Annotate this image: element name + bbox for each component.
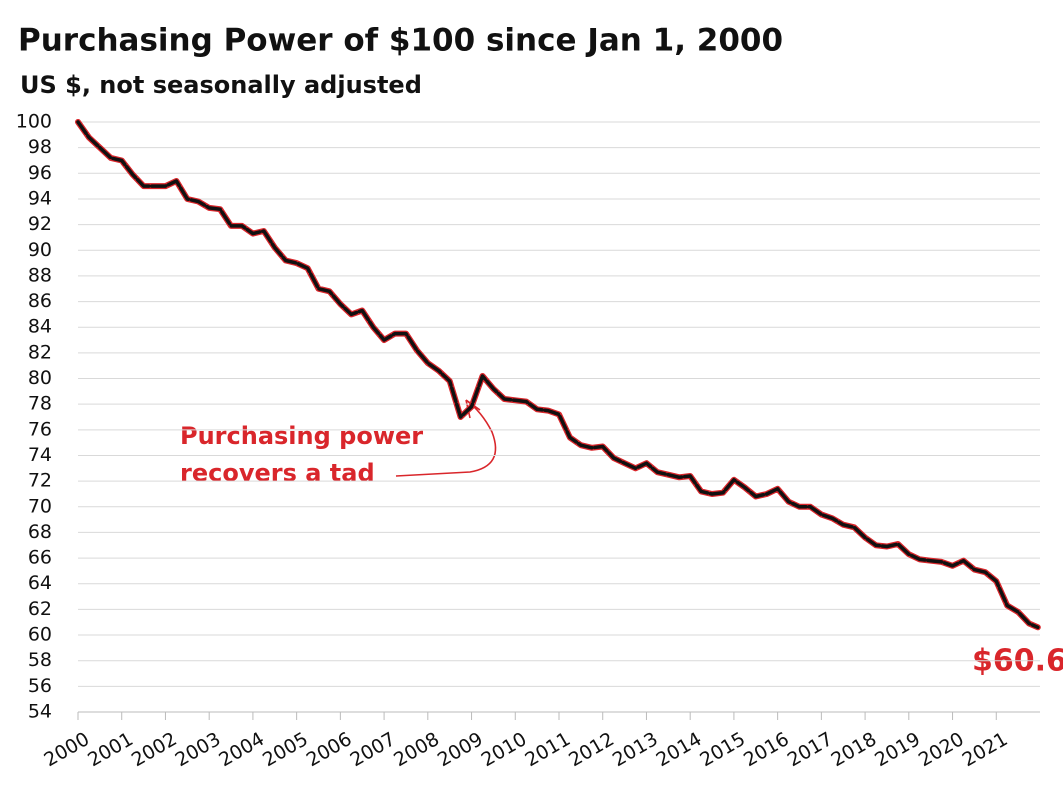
x-tick-label: 2015 bbox=[696, 728, 749, 771]
y-tick-label: 88 bbox=[28, 264, 52, 286]
y-tick-label: 58 bbox=[28, 649, 52, 671]
x-tick-label: 2011 bbox=[521, 728, 574, 771]
x-tick-label: 2001 bbox=[84, 728, 137, 771]
y-tick-label: 68 bbox=[28, 521, 52, 543]
y-tick-label: 72 bbox=[28, 470, 52, 492]
y-tick-label: 92 bbox=[28, 213, 52, 235]
x-tick-label: 2002 bbox=[128, 728, 181, 771]
y-tick-label: 90 bbox=[28, 239, 52, 261]
x-tick-label: 2007 bbox=[346, 728, 399, 771]
y-tick-label: 96 bbox=[28, 162, 52, 184]
x-tick-label: 2018 bbox=[827, 728, 880, 771]
y-tick-label: 70 bbox=[28, 495, 52, 517]
x-tick-label: 2016 bbox=[740, 728, 793, 771]
x-tick-label: 2004 bbox=[215, 728, 268, 771]
x-tick-label: 2019 bbox=[871, 728, 924, 771]
y-tick-label: 98 bbox=[28, 136, 52, 158]
y-tick-label: 78 bbox=[28, 393, 52, 415]
x-tick-label: 2013 bbox=[609, 728, 662, 771]
x-tick-label: 2005 bbox=[259, 728, 312, 771]
x-tick-label: 2012 bbox=[565, 728, 618, 771]
y-tick-label: 80 bbox=[28, 367, 52, 389]
chart-title: Purchasing Power of $100 since Jan 1, 20… bbox=[18, 23, 783, 59]
y-tick-label: 76 bbox=[28, 418, 52, 440]
line-shadow bbox=[75, 119, 1041, 631]
y-tick-label: 94 bbox=[28, 187, 52, 209]
x-tick-label: 2010 bbox=[478, 728, 531, 771]
y-tick-label: 64 bbox=[28, 572, 52, 594]
x-tick-label: 2009 bbox=[434, 728, 487, 771]
annotation: Purchasing power bbox=[180, 422, 423, 450]
x-tick-label: 2008 bbox=[390, 728, 443, 771]
chart-subtitle: US $, not seasonally adjusted bbox=[20, 71, 422, 99]
x-tick-label: 2021 bbox=[959, 728, 1012, 771]
x-tick-label: 2017 bbox=[784, 728, 837, 771]
annotation: recovers a tad bbox=[180, 459, 375, 487]
x-tick-label: 2014 bbox=[653, 728, 706, 771]
y-tick-label: 62 bbox=[28, 598, 52, 620]
line bbox=[76, 120, 1040, 630]
y-tick-label: 56 bbox=[28, 675, 52, 697]
y-tick-label: 74 bbox=[28, 444, 52, 466]
x-tick-label: 2020 bbox=[915, 728, 968, 771]
y-tick-label: 100 bbox=[16, 111, 52, 133]
y-tick-label: 60 bbox=[28, 624, 52, 646]
y-tick-label: 84 bbox=[28, 316, 52, 338]
x-tick-label: 2006 bbox=[303, 728, 356, 771]
x-tick-label: 2000 bbox=[40, 728, 93, 771]
y-tick-label: 82 bbox=[28, 341, 52, 363]
y-tick-label: 86 bbox=[28, 290, 52, 312]
x-tick-label: 2003 bbox=[172, 728, 225, 771]
y-tick-label: 54 bbox=[28, 701, 52, 723]
y-tick-label: 66 bbox=[28, 547, 52, 569]
